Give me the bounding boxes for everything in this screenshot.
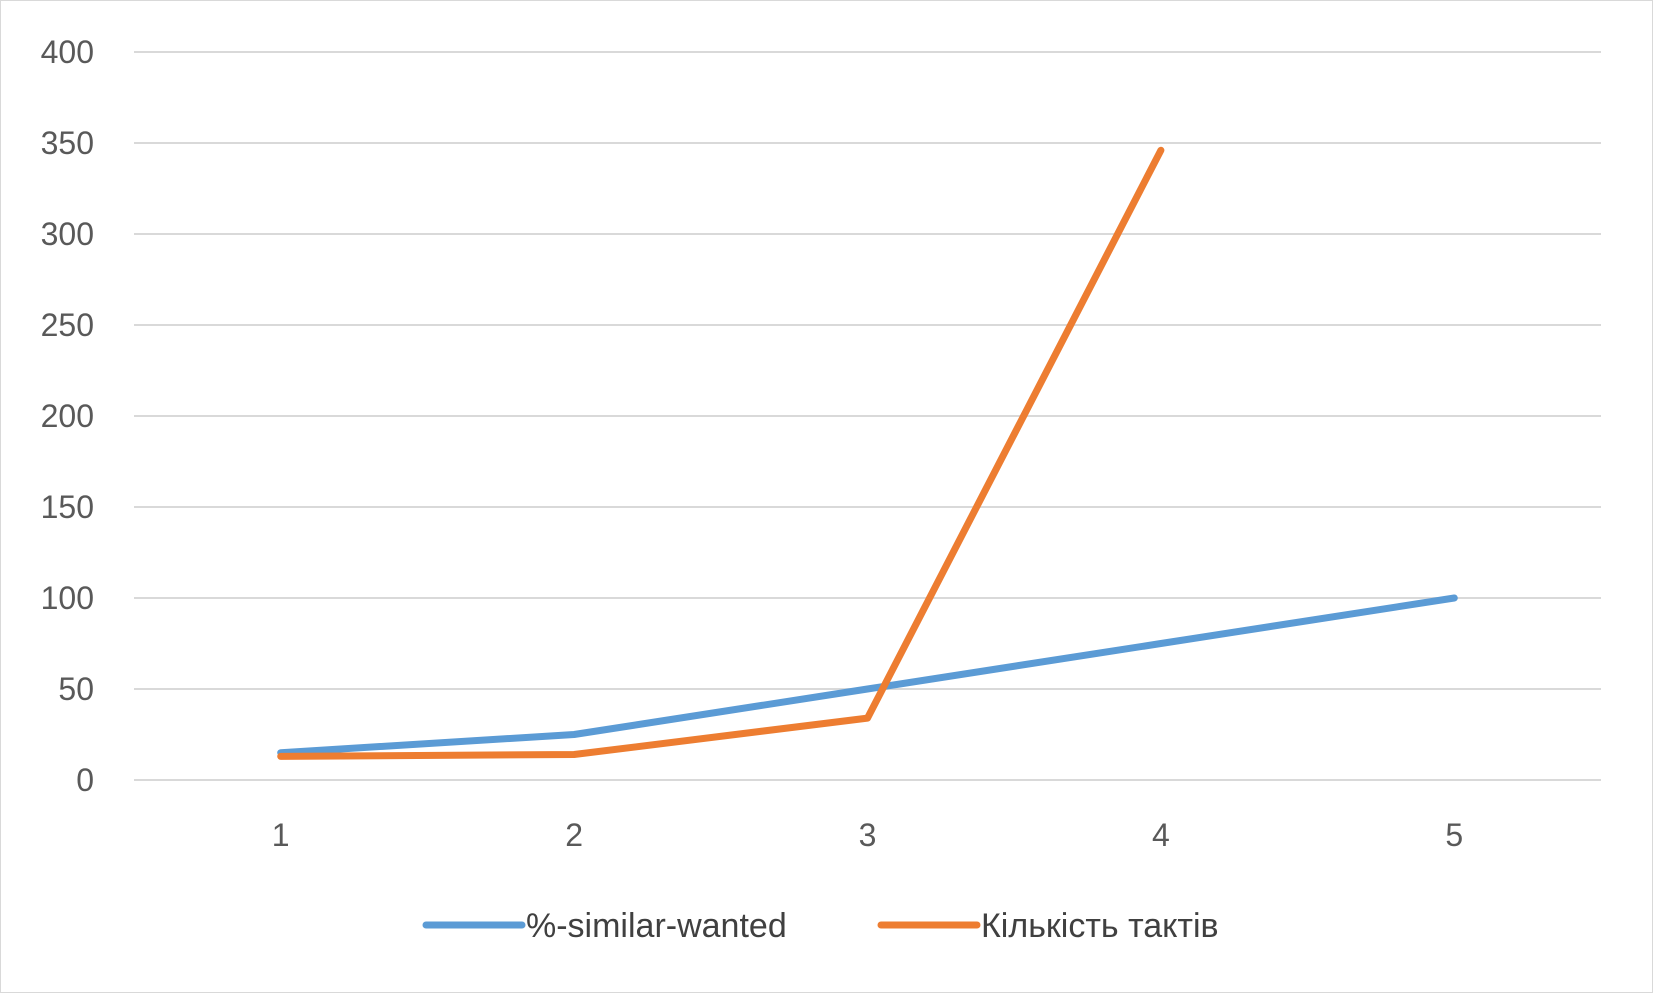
gridlines (134, 51, 1601, 781)
y-tick-label: 0 (76, 762, 94, 798)
y-tick-label: 150 (41, 489, 94, 525)
x-tick-label: 3 (859, 817, 877, 853)
legend-label-1: %-similar-wanted (526, 907, 787, 945)
x-tick-label: 1 (272, 817, 290, 853)
y-tick-label: 250 (41, 307, 94, 343)
y-tick-label: 200 (41, 398, 94, 434)
x-tick-label: 5 (1445, 817, 1463, 853)
y-tick-label: 400 (41, 34, 94, 70)
y-tick-label: 350 (41, 125, 94, 161)
x-axis-ticks: 1 2 3 4 5 (272, 817, 1463, 853)
y-tick-label: 50 (58, 671, 94, 707)
series-line-2 (277, 146, 1165, 760)
y-tick-label: 100 (41, 580, 94, 616)
x-tick-label: 4 (1152, 817, 1170, 853)
series-line-1 (277, 594, 1458, 757)
legend-label-2: Кількість тактів (981, 907, 1219, 945)
x-tick-label: 2 (565, 817, 583, 853)
series-lines (277, 146, 1458, 760)
legend: %-similar-wanted Кількість тактів (422, 907, 1219, 945)
y-tick-label: 300 (41, 216, 94, 252)
y-axis-ticks: 0 50 100 150 200 250 300 350 400 (41, 34, 94, 798)
